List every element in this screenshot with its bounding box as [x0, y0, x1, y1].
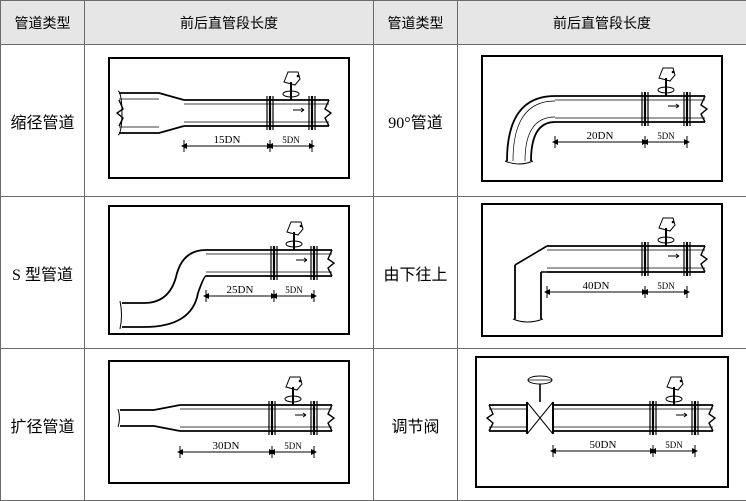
header-type-1: 管道类型	[1, 1, 85, 45]
diagram-frame: 25DN 5DN	[108, 205, 350, 335]
header-type-2: 管道类型	[374, 1, 458, 45]
diagram-frame: 40DN 5DN	[481, 203, 723, 337]
pipe-type-label-1-1: 由下往上	[374, 197, 458, 349]
svg-text:25DN: 25DN	[227, 284, 254, 296]
svg-text:5DN: 5DN	[657, 131, 675, 141]
pipe-diagram-2-0: 30DN 5DN	[85, 349, 374, 501]
svg-text:5DN: 5DN	[665, 440, 683, 450]
diagram-frame: 30DN 5DN	[108, 360, 350, 484]
pipe-type-label-0-1: 90°管道	[374, 45, 458, 197]
svg-text:20DN: 20DN	[587, 130, 614, 142]
diagram-frame: 20DN 5DN	[481, 55, 723, 182]
diagram-frame: 50DN 5DN	[475, 356, 729, 488]
svg-text:40DN: 40DN	[583, 280, 610, 292]
pipe-diagram-1-1: 40DN 5DN	[458, 197, 746, 349]
svg-text:30DN: 30DN	[213, 440, 240, 452]
pipe-diagram-2-1: 50DN 5DN	[458, 349, 746, 501]
pipe-diagram-1-0: 25DN 5DN	[85, 197, 374, 349]
header-length-1: 前后直管段长度	[85, 1, 374, 45]
pipe-type-label-0-0: 缩径管道	[1, 45, 85, 197]
svg-text:5DN: 5DN	[282, 135, 300, 145]
pipe-type-label-2-0: 扩径管道	[1, 349, 85, 501]
svg-text:5DN: 5DN	[284, 441, 302, 451]
pipe-type-label-1-0: S 型管道	[1, 197, 85, 349]
svg-text:5DN: 5DN	[285, 285, 303, 295]
svg-text:5DN: 5DN	[657, 281, 675, 291]
svg-text:15DN: 15DN	[214, 134, 241, 146]
diagram-frame: 15DN 5DN	[108, 57, 350, 179]
pipe-diagram-0-1: 20DN 5DN	[458, 45, 746, 197]
pipe-type-label-2-1: 调节阀	[374, 349, 458, 501]
pipe-config-table: 管道类型 前后直管段长度 管道类型 前后直管段长度 缩径管道	[0, 0, 746, 501]
svg-text:50DN: 50DN	[590, 439, 617, 451]
pipe-diagram-0-0: 15DN 5DN	[85, 45, 374, 197]
header-length-2: 前后直管段长度	[458, 1, 746, 45]
